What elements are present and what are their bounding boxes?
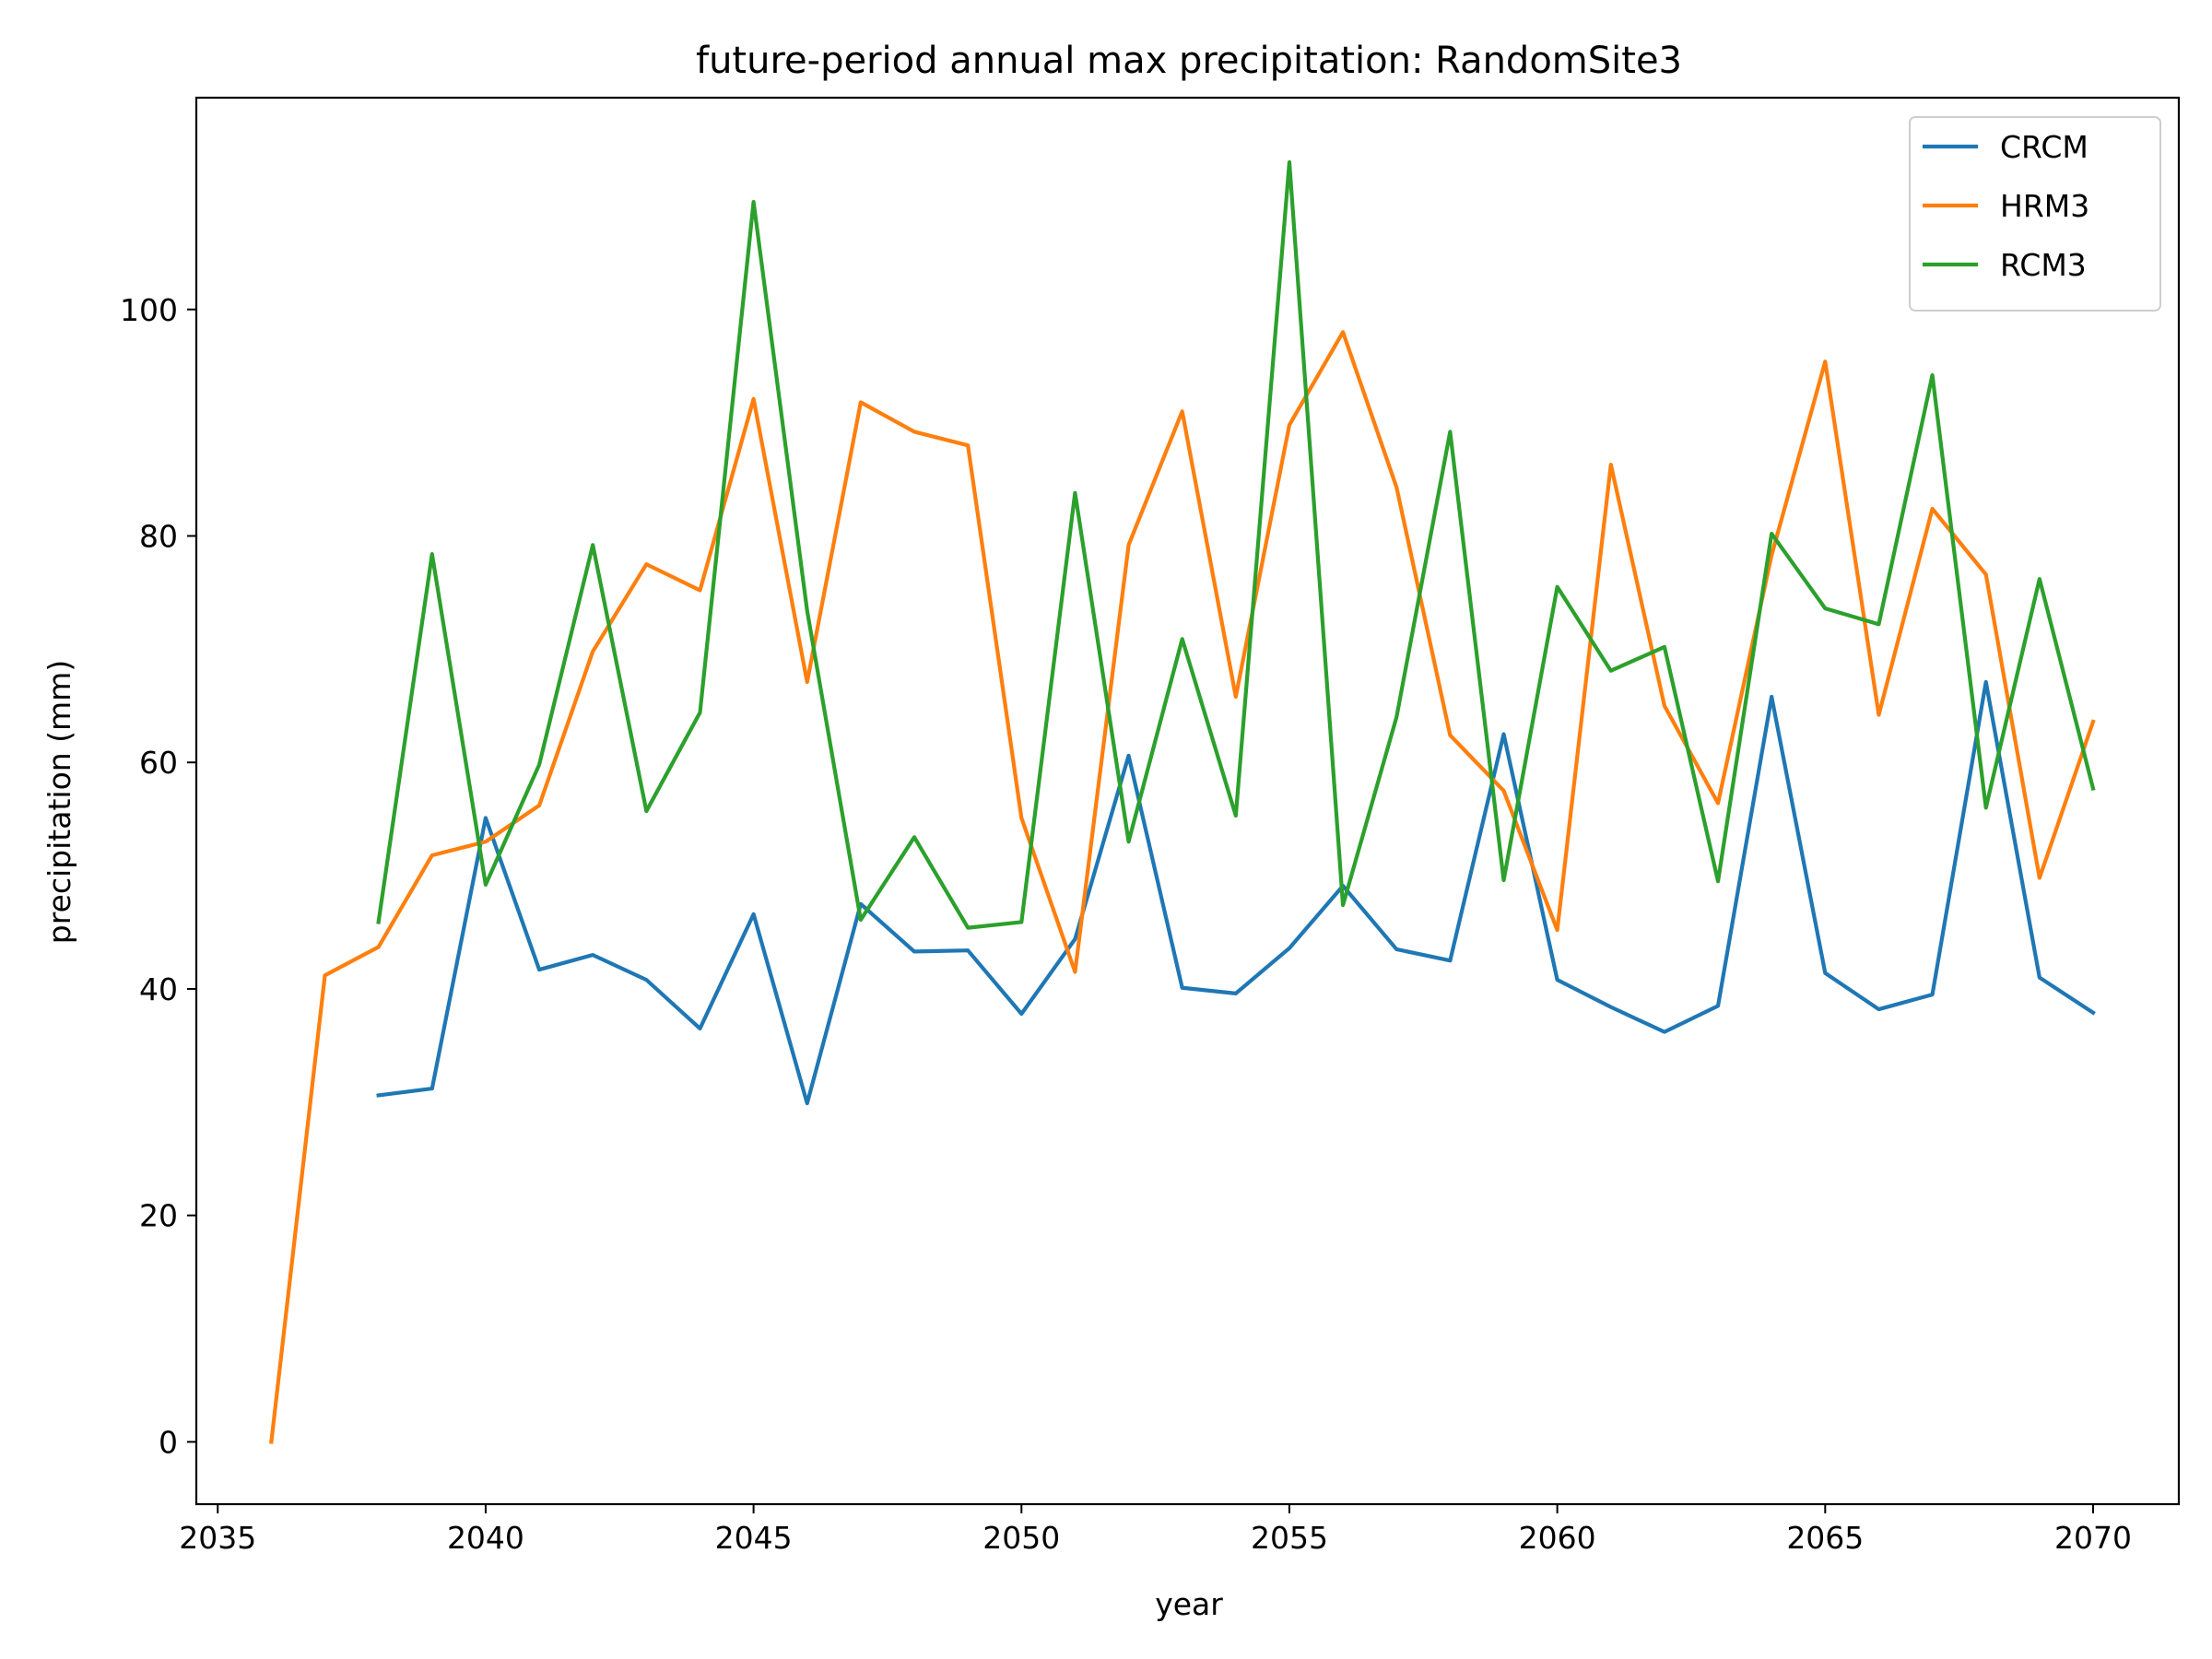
plot-area — [269, 159, 2096, 1444]
y-tick-label: 60 — [139, 745, 178, 781]
legend-label-crcm: CRCM — [2000, 129, 2088, 165]
x-tick-label: 2070 — [2054, 1520, 2132, 1556]
x-axis-label: year — [1155, 1586, 1223, 1622]
series-line-rcm3 — [376, 159, 2096, 930]
series-line-hrm3 — [269, 330, 2096, 1444]
x-tick-label: 2055 — [1251, 1520, 1328, 1556]
y-tick-label: 80 — [139, 518, 178, 554]
x-tick-label: 2045 — [715, 1520, 793, 1556]
x-tick-label: 2040 — [447, 1520, 524, 1556]
y-axis-label: precipitation (mm) — [41, 660, 77, 944]
x-tick-label: 2065 — [1786, 1520, 1864, 1556]
y-tick-label: 20 — [139, 1198, 178, 1234]
x-axis: 2035 2040 2045 2050 2055 2060 2065 2070 — [179, 1504, 2132, 1556]
x-tick-label: 2035 — [179, 1520, 256, 1556]
y-tick-label: 0 — [159, 1424, 178, 1460]
axes-frame — [194, 96, 2181, 1506]
legend-label-hrm3: HRM3 — [2000, 188, 2089, 224]
y-axis: 0 20 40 60 80 100 — [120, 292, 196, 1460]
legend-label-rcm3: RCM3 — [2000, 247, 2087, 283]
legend: CRCM HRM3 RCM3 — [1909, 116, 2161, 312]
chart-title: future-period annual max precipitation: … — [696, 40, 1682, 82]
y-tick-label: 40 — [139, 971, 178, 1007]
legend-box — [1909, 116, 2161, 312]
y-tick-label: 100 — [120, 292, 178, 328]
series-line-crcm — [376, 679, 2096, 1106]
x-tick-label: 2050 — [982, 1520, 1060, 1556]
x-tick-label: 2060 — [1519, 1520, 1596, 1556]
